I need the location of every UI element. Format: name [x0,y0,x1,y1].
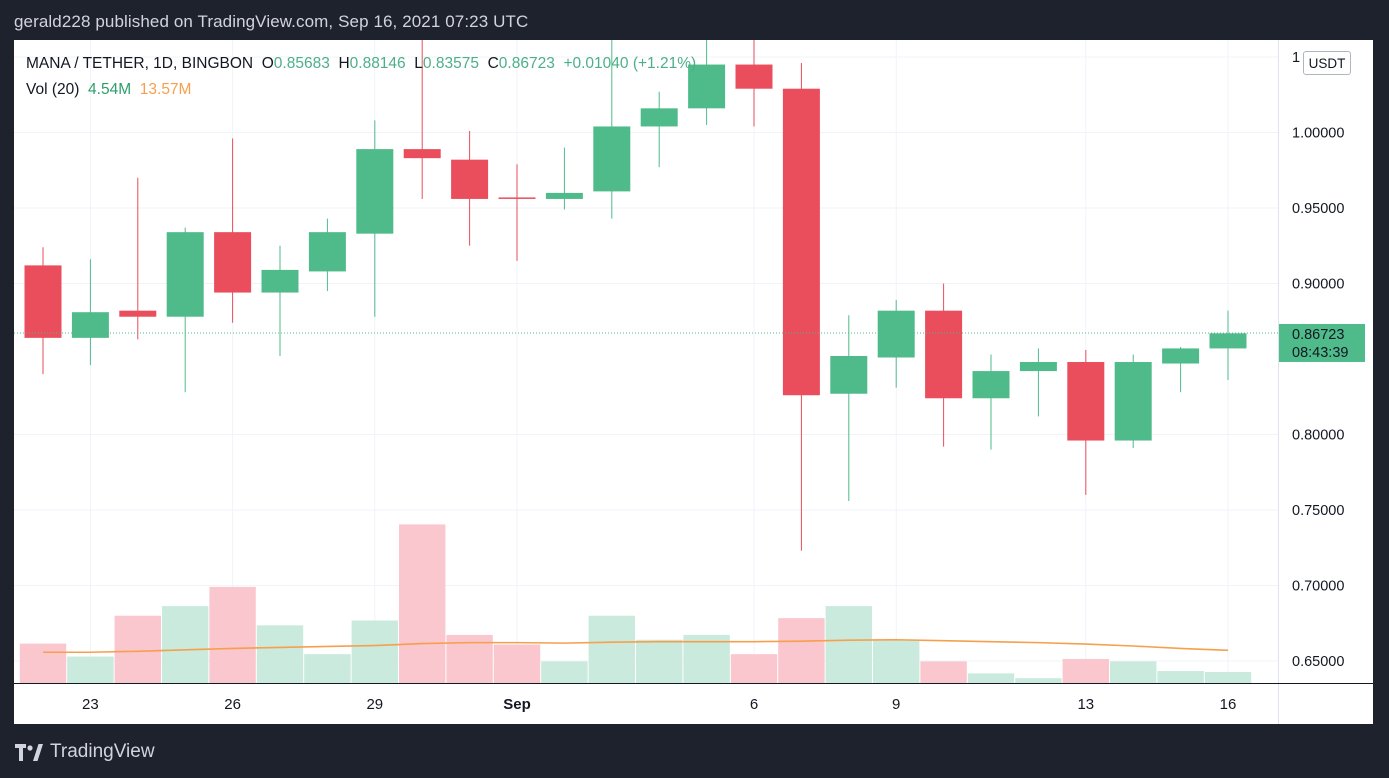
candle-body [1067,362,1105,441]
volume-bar [778,618,825,683]
volume-bar [541,661,588,683]
volume-bar [67,656,114,683]
volume-bar [873,639,920,683]
candle-body [925,310,963,399]
volume-label: Vol (20) [26,81,80,98]
legend-high-value: 0.88146 [349,55,406,72]
candle-body [308,232,346,272]
legend-close-value: 0.86723 [498,55,555,72]
candle-body [688,64,726,109]
legend-close-label: C [487,55,499,72]
candle-body [71,312,109,338]
volume-bar [636,639,683,683]
volume-bar [967,673,1015,683]
legend-symbol: MANA / TETHER, 1D, BINGBON [26,55,254,72]
volume-ma-value: 13.57M [139,81,192,98]
volume-bar [1110,661,1157,683]
candle-body [24,265,62,338]
volume-bar [304,654,351,683]
current-price-label: 0.86723 [1292,327,1344,343]
x-tick-label: 9 [892,696,900,713]
candle-body [214,232,252,293]
legend-open-value: 0.85683 [273,55,330,72]
volume-bar [399,524,446,683]
y-tick-label: 1.00000 [1292,126,1344,142]
volume-value: 4.54M [88,81,132,98]
volume-ma-line [43,638,1229,654]
volume-bar [256,625,304,683]
x-tick-label: 16 [1220,696,1237,713]
volume-bar [1015,678,1062,683]
footer-brand-name: TradingView [50,741,155,762]
candle-body [166,232,204,317]
candle-body [640,108,678,127]
chart-frame: 1 1.00000 0.95000 0.90000 0.80000 0.75000 0.70… [14,40,1373,724]
volume-bar [1157,670,1204,683]
y-tick-label: 0.95000 [1292,201,1344,217]
legend-low-value: 0.83575 [422,55,479,72]
candle-body [498,197,536,199]
y-tick-label: 0.70000 [1292,579,1344,595]
legend-ohlc: MANA / TETHER, 1D, BINGBON O0.85683 H0.8… [26,55,696,73]
x-tick-label: 13 [1077,696,1094,713]
volume-layer [19,524,1252,683]
y-tick-label: 0.90000 [1292,277,1344,293]
volume-bar [683,634,730,683]
volume-bar [19,643,67,683]
candle-body [545,192,583,199]
volume-bar [209,586,256,683]
candle-body [1019,362,1057,372]
candle-body [593,126,631,192]
x-tick-label: 6 [750,696,758,713]
y-tick-label: 1 [1292,50,1300,66]
volume-bar [1204,671,1252,683]
candle-body [1162,348,1200,364]
legend-open-label: O [261,55,274,72]
volume-bar [114,615,161,683]
candle-body [1114,362,1152,441]
candle-body [1209,333,1247,349]
candle-body [451,159,489,199]
volume-bar [162,606,209,683]
tradingview-logo-icon [15,743,43,761]
legend-volume: Vol (20) 4.54M 13.57M [26,81,191,99]
volume-bar [588,615,635,683]
x-tick-label: 23 [82,696,99,713]
volume-bar [825,606,872,683]
y-tick-label: 0.80000 [1292,428,1344,444]
grid-layer [14,40,1278,683]
volume-bar [1062,658,1109,683]
publish-header: gerald228 published on TradingView.com, … [14,12,529,31]
candle-body [119,310,157,317]
legend-high-label: H [338,55,350,72]
volume-bar [493,644,541,683]
candle-body [735,64,773,89]
footer-brand: TradingView [15,740,155,764]
current-price-badge [1279,323,1365,362]
candle-body [782,88,820,396]
candle-body [830,355,868,394]
volume-bar [730,654,778,683]
y-tick-label: 0.65000 [1292,654,1344,670]
volume-bar [351,620,398,683]
candle-body [972,371,1010,399]
x-tick-label: 29 [366,696,383,713]
legend-low-label: L [414,55,423,72]
currency-button[interactable]: USDT [1303,51,1351,75]
chart-svg: 1 1.00000 0.95000 0.90000 0.80000 0.75000 0.70… [14,40,1373,724]
y-tick-label: 0.75000 [1292,503,1344,519]
volume-bar [920,661,967,683]
candle-body [356,149,394,234]
x-tick-label: Sep [503,696,531,713]
axis-layer: 1 1.00000 0.95000 0.90000 0.80000 0.75000 0.70… [14,40,1373,724]
x-tick-label: 26 [224,696,241,713]
legend-change: +0.01040 (+1.21%) [563,55,697,72]
candle-body [403,149,441,159]
candle-layer [24,40,1247,551]
candle-body [877,310,915,358]
candle-body [261,269,299,293]
countdown-label: 08:43:39 [1292,345,1348,361]
